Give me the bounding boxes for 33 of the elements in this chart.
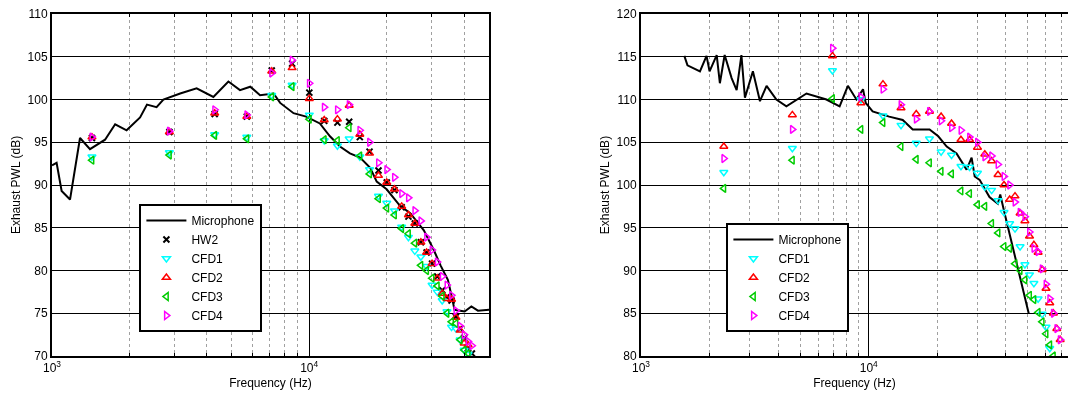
legend-label: Microphone bbox=[191, 214, 255, 229]
y-tick-label: 90 bbox=[623, 263, 637, 278]
legend-label: CFD4 bbox=[778, 309, 811, 324]
y-tick-label: 95 bbox=[34, 135, 48, 150]
y-tick-label: 85 bbox=[34, 220, 48, 235]
y-tick-label: 105 bbox=[27, 49, 48, 64]
y-tick-label: 95 bbox=[623, 220, 637, 235]
legend-label: HW2 bbox=[191, 233, 219, 248]
y-tick-label: 90 bbox=[34, 178, 48, 193]
y-tick-label: 110 bbox=[28, 7, 48, 22]
legend-label: CFD1 bbox=[778, 252, 811, 267]
legend-label: CFD4 bbox=[191, 309, 224, 324]
x-tick-label: 10$^{4}$ bbox=[300, 359, 319, 376]
y-axis-title: Exhaust PWL (dB) bbox=[9, 135, 24, 235]
y-tick-label: 80 bbox=[34, 263, 48, 278]
y-tick-label: 115 bbox=[617, 49, 637, 64]
legend-label: Microphone bbox=[778, 233, 842, 248]
x-axis-title: Frequency (Hz) bbox=[813, 375, 896, 390]
x-tick-label: 10$^{4}$ bbox=[859, 359, 879, 376]
y-tick-label: 85 bbox=[623, 306, 637, 321]
y-tick-label: 100 bbox=[27, 92, 48, 107]
y-tick-label: 100 bbox=[616, 178, 637, 193]
y-tick-label: 110 bbox=[617, 92, 637, 107]
y-tick-label: 120 bbox=[616, 7, 637, 22]
y-tick-label: 75 bbox=[34, 306, 48, 321]
x-axis-title: Frequency (Hz) bbox=[229, 375, 312, 390]
y-axis-title: Exhaust PWL (dB) bbox=[598, 135, 613, 235]
legend-label: CFD3 bbox=[191, 290, 224, 305]
legend-label: CFD3 bbox=[778, 290, 811, 305]
legend-label: CFD1 bbox=[191, 252, 224, 267]
legend-label: CFD2 bbox=[191, 271, 224, 286]
legend-label: CFD2 bbox=[778, 271, 811, 286]
y-tick-label: 105 bbox=[616, 135, 637, 150]
